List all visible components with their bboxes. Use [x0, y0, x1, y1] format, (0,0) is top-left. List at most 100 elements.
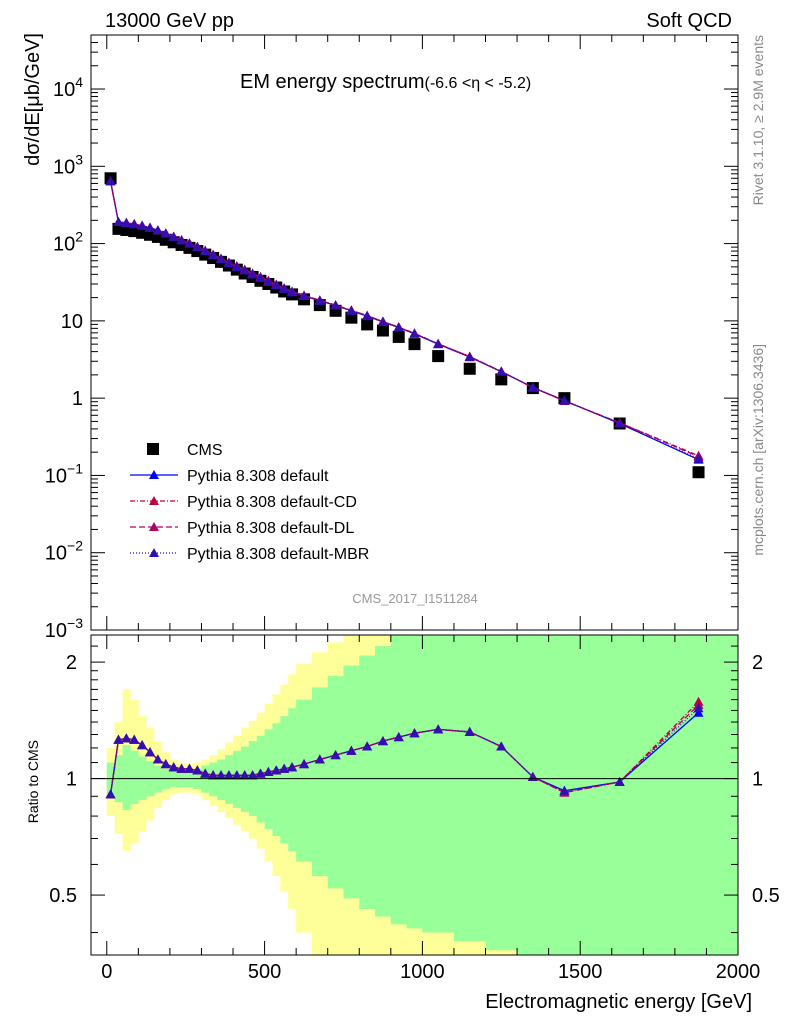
main-series-marker-4: [200, 246, 211, 256]
ratio-y-tick-label-right: 0.5: [752, 885, 780, 907]
main-series-marker-4: [527, 382, 538, 392]
ratio-x-tick-label: 1500: [558, 961, 603, 983]
ratio-series-marker-3: [409, 728, 420, 738]
ratio-series-marker-3: [255, 768, 266, 778]
legend-marker: [149, 470, 159, 479]
main-series: [104, 172, 705, 479]
cms-data-point: [361, 318, 374, 331]
main-series-marker-4: [299, 290, 310, 300]
main-series-marker-4: [614, 418, 625, 428]
main-series-marker-4: [433, 339, 444, 349]
band-green-bin: [359, 655, 376, 910]
ratio-series-marker-3: [271, 765, 282, 775]
ratio-uncertainty-bands: [106, 635, 739, 955]
ratio-series-marker-3: [113, 734, 124, 744]
main-series-marker-4: [231, 261, 242, 271]
band-green-bin: [209, 762, 218, 797]
main-series-marker-4: [184, 238, 195, 248]
main-series-marker-4: [409, 328, 420, 338]
ratio-series-marker-3: [152, 754, 163, 764]
ratio-series-marker-3: [200, 768, 211, 778]
legend-label: Pythia 8.308 default-MBR: [187, 546, 369, 563]
main-y-tick-label: 102: [53, 229, 83, 256]
band-green-bin: [296, 699, 313, 862]
ratio-series-marker-3: [137, 740, 148, 750]
ratio-series-marker-3: [314, 754, 325, 764]
legend-marker-cms: [147, 443, 159, 455]
main-y-tick-base: 10: [45, 465, 67, 487]
main-series-marker-4: [496, 366, 507, 376]
ratio-series-marker-3: [393, 732, 404, 742]
main-series-marker-4: [216, 254, 227, 264]
band-green-bin: [390, 635, 407, 925]
band-green-bin: [201, 765, 210, 793]
ratio-series-marker-3: [208, 770, 219, 780]
main-y-tick-exponent: −1: [67, 460, 83, 476]
main-series-marker-4: [129, 219, 140, 229]
main-series-marker-4: [239, 265, 250, 275]
ratio-series-marker-3: [247, 770, 258, 780]
main-series-marker-4: [145, 222, 156, 232]
band-green-bin: [517, 635, 549, 955]
band-green-bin: [225, 755, 234, 804]
band-green-bin: [233, 750, 242, 808]
band-green-bin: [453, 635, 486, 942]
main-y-tick-exponent: −3: [67, 615, 83, 631]
main-series-marker-4: [176, 235, 187, 245]
main-y-tick-base: 1: [72, 388, 83, 410]
main-series-marker-4: [559, 395, 570, 405]
main-y-tick-label: 10−2: [45, 538, 83, 565]
ratio-series-marker-3: [176, 763, 187, 773]
ratio-y-tick-label-right: 2: [752, 652, 763, 674]
main-series-marker-4: [393, 322, 404, 332]
main-series-marker-4: [113, 217, 124, 227]
main-y-tick-base: 10: [45, 620, 67, 642]
cms-data-point: [432, 350, 445, 363]
main-series-line-1: [109, 181, 699, 461]
band-green-bin: [122, 745, 131, 810]
main-series-marker-4: [330, 300, 341, 310]
main-series-marker-4: [121, 217, 132, 227]
main-series-marker-4: [105, 176, 116, 186]
mcplots-label: mcplots.cern.ch [arXiv:1306.3436]: [750, 344, 766, 556]
ratio-series-marker-3: [160, 759, 171, 769]
ratio-ylabel: Ratio to CMS: [25, 740, 41, 823]
ratio-series-marker-3: [168, 762, 179, 772]
main-y-tick-base: 10: [45, 543, 67, 565]
main-ylabel: dσ/dE[μb/GeV]: [22, 33, 44, 166]
main-title-text: EM energy spectrum: [240, 71, 425, 93]
ratio-series-marker-3: [693, 703, 704, 713]
band-green-bin: [264, 729, 273, 830]
ratio-series-marker-3: [377, 736, 388, 746]
ratio-series-marker-3: [223, 770, 234, 780]
band-green-bin: [327, 676, 344, 889]
main-y-tick-label: 10−3: [45, 615, 83, 642]
ratio-series-marker-3: [559, 785, 570, 795]
rivet-label: Rivet 3.1.10, ≥ 2.9M events: [750, 35, 766, 205]
band-green-bin: [272, 723, 281, 837]
ratio-series-marker-3: [129, 734, 140, 744]
main-series-line-2: [109, 181, 699, 457]
main-series-marker-4: [314, 295, 325, 305]
cms-data-point: [392, 330, 405, 343]
ratio-series-marker-3: [287, 762, 298, 772]
header-right: Soft QCD: [646, 10, 732, 32]
band-green-bin: [580, 635, 660, 955]
main-series-marker-4: [287, 287, 298, 297]
band-green-bin: [280, 716, 289, 844]
xlabel: Electromagnetic energy [GeV]: [485, 991, 752, 1013]
band-green-bin: [256, 735, 265, 823]
legend-label: CMS: [187, 442, 223, 459]
main-series-line-3: [109, 181, 699, 458]
main-series-marker-4: [208, 250, 219, 260]
band-green-bin: [375, 646, 392, 917]
band-green-bin: [659, 635, 739, 955]
ratio-series-marker-3: [145, 747, 156, 757]
watermark: CMS_2017_I1511284: [352, 591, 478, 606]
ratio-series-marker-3: [184, 763, 195, 773]
cms-data-point: [463, 362, 476, 375]
ratio-x-tick-label: 0: [101, 961, 112, 983]
ratio-series-marker-3: [362, 741, 373, 751]
ratio-series-marker-3: [121, 733, 132, 743]
